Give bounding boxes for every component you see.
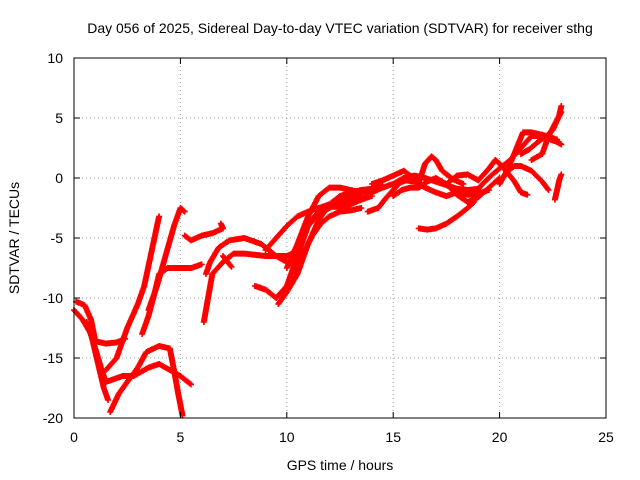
x-tick-label: 15 [385, 429, 401, 445]
series-markers [200, 247, 303, 325]
y-axis-ticks: -20 -15 -10 -5 0 5 10 [43, 50, 606, 426]
x-axis-label: GPS time / hours [287, 457, 394, 473]
series-markers [220, 253, 235, 270]
series-track-28 [528, 109, 565, 163]
series-markers [551, 171, 565, 203]
y-tick-label: 10 [47, 50, 63, 66]
series-track-8 [181, 220, 226, 244]
series-track-17 [292, 205, 365, 277]
y-tick-label: 0 [55, 170, 63, 186]
y-tick-label: -5 [51, 230, 64, 246]
grid [74, 58, 606, 418]
series-track-11 [220, 253, 235, 270]
x-tick-label: 10 [279, 429, 295, 445]
series-markers [181, 220, 226, 244]
series-markers [292, 205, 365, 277]
series-markers [503, 163, 552, 193]
series-markers [102, 213, 163, 373]
x-tick-label: 5 [177, 429, 185, 445]
series-markers [390, 175, 503, 205]
x-tick-label: 25 [598, 429, 614, 445]
series-markers [107, 343, 186, 419]
series-track-21 [390, 175, 503, 205]
x-axis-ticks: 0 5 10 15 20 25 [70, 58, 614, 445]
data-marks [71, 103, 565, 419]
y-axis-label: SDTVAR / TECUs [6, 182, 22, 294]
chart-title: Day 056 of 2025, Sidereal Day-to-day VTE… [87, 20, 593, 36]
series-track-26 [503, 163, 552, 193]
series-track-29 [551, 171, 565, 203]
series-track-10 [200, 247, 303, 325]
series-markers [415, 199, 478, 233]
y-tick-label: -20 [43, 410, 63, 426]
series-track-5 [102, 213, 163, 373]
x-tick-label: 20 [492, 429, 508, 445]
series-track-7 [145, 205, 188, 313]
y-tick-label: 5 [55, 110, 63, 126]
y-tick-label: -15 [43, 350, 63, 366]
series-markers [145, 205, 188, 313]
series-track-4 [107, 343, 186, 419]
series-markers [528, 109, 565, 163]
y-tick-label: -10 [43, 290, 63, 306]
series-track-22 [415, 199, 478, 233]
x-tick-label: 0 [70, 429, 78, 445]
